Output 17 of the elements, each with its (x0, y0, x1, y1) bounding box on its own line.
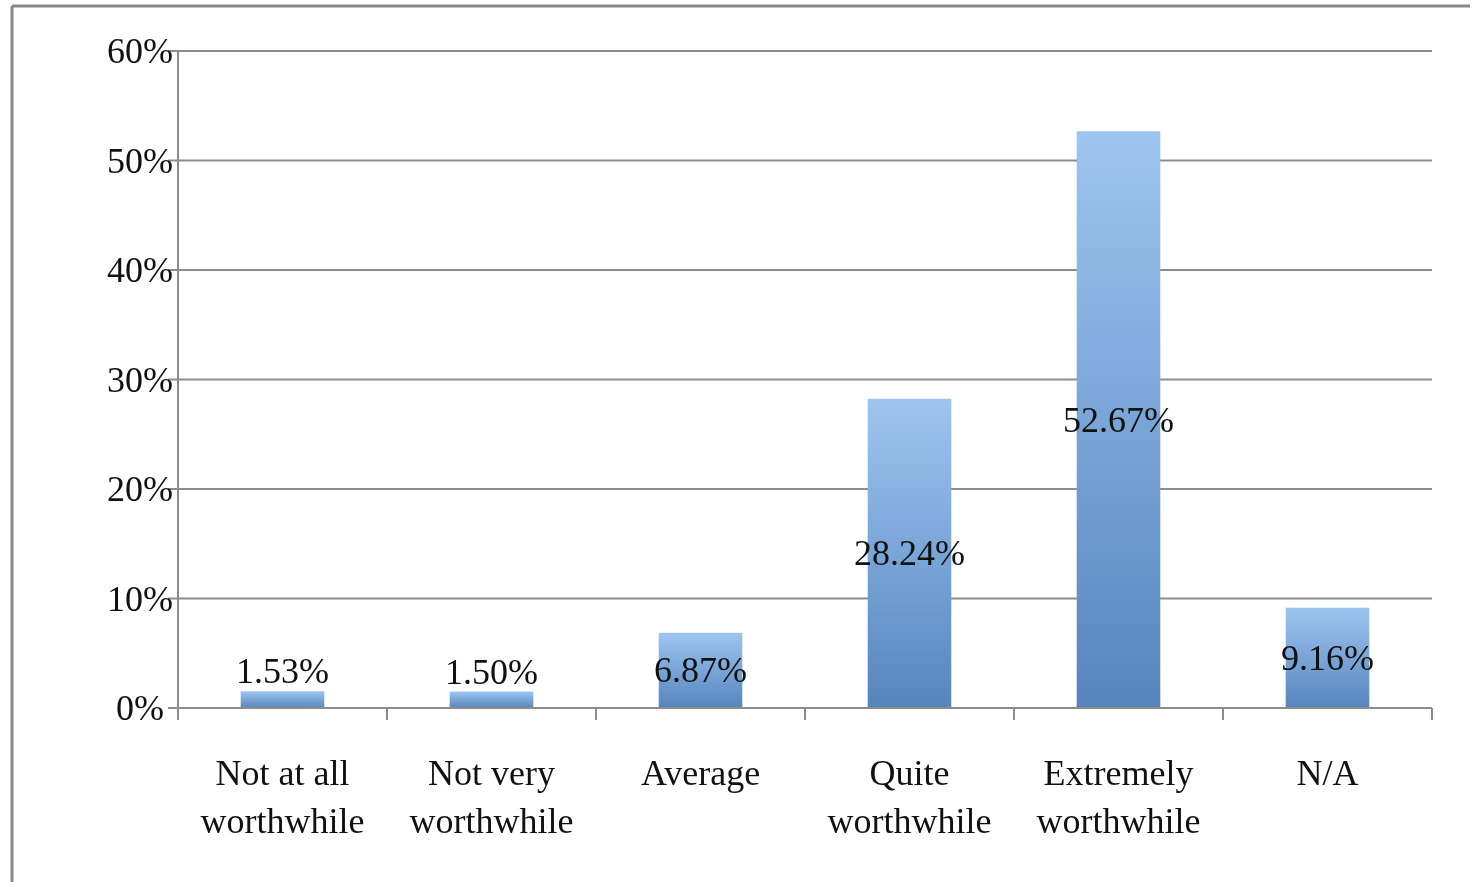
bar (449, 691, 534, 708)
y-tick-label: 0% (116, 688, 164, 728)
y-tick-label: 30% (107, 359, 173, 400)
x-tick-label: N/A (1296, 753, 1359, 793)
x-tick-label: Extremely worthwhile (1036, 753, 1201, 841)
x-tick-label: Not at all worthwhile (200, 753, 365, 841)
y-tick-label: 20% (107, 469, 173, 509)
y-tick-label: 50% (107, 140, 173, 181)
x-tick-label: Quite worthwhile (827, 753, 992, 841)
data-label: 1.53% (236, 651, 329, 692)
bar (240, 691, 325, 708)
x-tick-label: Not very worthwhile (409, 753, 574, 841)
x-tick-label: Average (640, 753, 761, 793)
y-tick-label: 10% (107, 578, 173, 619)
data-label: 1.50% (445, 651, 538, 692)
y-tick-label: 60% (107, 31, 173, 71)
y-tick-label: 40% (107, 250, 173, 290)
